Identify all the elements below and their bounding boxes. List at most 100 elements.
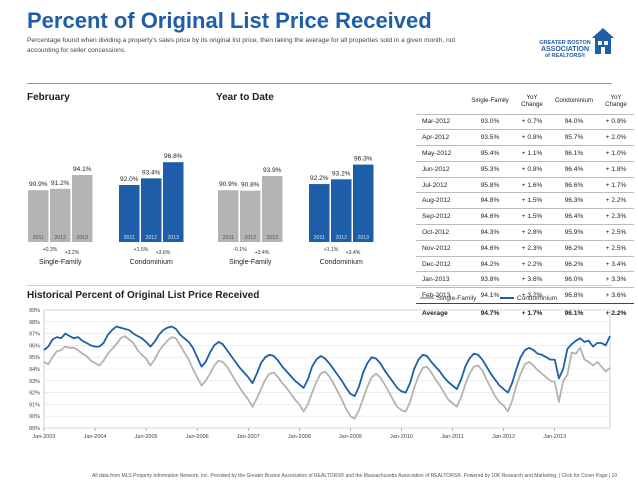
group-label-condominium: Condominium — [130, 259, 173, 266]
bar-condominium-2013 — [353, 164, 374, 242]
table-cell: 96.3% — [550, 192, 598, 209]
row-month: Feb-2013 — [416, 287, 466, 304]
historical-chart-title: Historical Percent of Original List Pric… — [27, 290, 260, 301]
table-row: Aug-2012 94.8% + 1.5% 96.3% + 2.2% — [416, 192, 634, 209]
table-cell: + 1.1% — [514, 145, 550, 162]
ytd-bar-chart: 90.9% 2011 90.8% 2012 93.9% 2013 -0.1% +3.4% Sin… — [218, 156, 374, 266]
yoy-change-label: +3.4% — [346, 250, 361, 256]
table-cell: 96.2% — [550, 239, 598, 257]
table-cell: + 3.6% — [598, 287, 634, 304]
february-title: February — [27, 92, 70, 103]
ytd-title: Year to Date — [216, 92, 274, 103]
table-cell: 94.6% — [466, 208, 514, 225]
row-month: May-2012 — [416, 145, 466, 162]
table-cell: 94.3% — [466, 224, 514, 241]
bar-year-label: 2011 — [223, 235, 234, 241]
row-month: Sep-2012 — [416, 208, 466, 225]
x-tick-label: Jan-2008 — [288, 434, 311, 440]
x-tick-label: Jan-2006 — [186, 434, 209, 440]
group-label-single-family: Single-Family — [229, 259, 272, 266]
table-cell: 96.8% — [550, 287, 598, 304]
table-cell: + 1.0% — [598, 145, 634, 162]
table-cell: + 2.3% — [514, 239, 550, 257]
row-month: Jan-2013 — [416, 271, 466, 288]
table-cell: 94.8% — [466, 192, 514, 209]
table-cell: + 3.2% — [514, 287, 550, 304]
y-tick-label: 99% — [29, 308, 40, 314]
association-logo[interactable]: GREATER BOSTON ASSOCIATION of REALTORS® — [535, 26, 615, 70]
bar-year-label: 2012 — [244, 235, 256, 241]
table-cell: + 2.5% — [598, 239, 634, 257]
bar-single-family-2013 — [262, 175, 283, 242]
table-cell: + 0.8% — [514, 129, 550, 146]
bar-value-label: 90.9% — [29, 181, 48, 188]
bar-year-label: 2012 — [335, 235, 347, 241]
x-tick-label: Jan-2004 — [84, 434, 107, 440]
bar-condominium-2013 — [163, 162, 184, 242]
col-month — [416, 88, 466, 114]
page-title: Percent of Original List Price Received — [27, 8, 432, 33]
bar-year-label: 2013 — [357, 235, 369, 241]
table-row: Sep-2012 94.6% + 1.5% 96.4% + 2.3% — [416, 208, 634, 225]
bar-value-label: 93.9% — [263, 167, 282, 174]
legend-label: Single-Family — [437, 295, 477, 302]
table-cell: 95.4% — [466, 145, 514, 162]
table-cell: 96.1% — [550, 145, 598, 162]
x-tick-label: Jan-2005 — [135, 434, 158, 440]
table-cell: + 0.8% — [514, 160, 550, 178]
group-label-condominium: Condominium — [320, 259, 363, 266]
table-cell: 94.1% — [466, 287, 514, 304]
table-cell: + 1.5% — [514, 192, 550, 209]
bar-year-label: 2013 — [167, 235, 179, 241]
series-line-single-family — [43, 335, 611, 420]
bar-single-family-2011 — [28, 190, 49, 242]
page-subtitle: Percentage found when dividing a propert… — [27, 37, 456, 54]
series-line-condominium — [43, 325, 611, 397]
y-tick-label: 94% — [29, 367, 40, 373]
table-row: May-2012 95.4% + 1.1% 96.1% + 1.0% — [416, 145, 634, 162]
row-month: Jul-2012 — [416, 176, 466, 193]
y-tick-label: 96% — [29, 343, 40, 349]
bar-year-label: 2011 — [124, 235, 135, 241]
section-divider — [27, 285, 612, 286]
house-icon — [592, 28, 614, 54]
table-cell: + 2.5% — [598, 224, 634, 241]
col-condominium: Condominium — [554, 97, 594, 105]
x-tick-label: Jan-2011 — [441, 434, 464, 440]
table-cell: 96.4% — [550, 208, 598, 225]
yoy-change-label: +1.5% — [134, 247, 149, 253]
table-cell: 96.6% — [550, 176, 598, 193]
col-sf-yoy: YoY Change — [521, 93, 543, 108]
table-cell: + 1.6% — [514, 176, 550, 193]
bar-value-label: 91.2% — [51, 180, 70, 187]
bar-single-family-2012 — [50, 188, 71, 242]
historical-line-chart: 89% 90% 91% 92% 93% 94% 95% 96% 97% 98% 99% Jan-200… — [29, 295, 611, 440]
table-row: Jul-2012 95.8% + 1.6% 96.6% + 1.7% — [416, 176, 634, 193]
table-cell: 95.3% — [466, 160, 514, 178]
yoy-change-label: -0.1% — [233, 247, 247, 253]
yoy-change-label: +0.3% — [43, 247, 58, 253]
row-month: Oct-2012 — [416, 224, 466, 241]
row-month: Jun-2012 — [416, 160, 466, 178]
monthly-stats-table: Single-Family YoY Change Condominium YoY… — [416, 88, 634, 324]
table-cell: 96.1% — [550, 303, 598, 324]
legend-label: Condominium — [517, 295, 557, 302]
bar-single-family-2011 — [218, 190, 239, 242]
table-cell: 94.2% — [466, 255, 514, 272]
logo-line-2: ASSOCIATION — [540, 45, 590, 53]
bar-year-label: 2012 — [145, 235, 157, 241]
bar-condominium-2012 — [141, 178, 162, 242]
header-divider — [27, 83, 612, 84]
table-cell: 93.0% — [466, 113, 514, 130]
row-month: Average — [416, 303, 466, 324]
bar-value-label: 96.8% — [164, 153, 183, 160]
row-month: Apr-2012 — [416, 129, 466, 146]
table-row: Apr-2012 93.5% + 0.8% 95.7% + 2.0% — [416, 129, 634, 146]
y-tick-label: 91% — [29, 402, 40, 408]
x-tick-label: Jan-2010 — [390, 434, 413, 440]
table-cell: + 3.4% — [598, 255, 634, 272]
y-tick-label: 95% — [29, 355, 40, 361]
bar-year-label: 2011 — [33, 235, 44, 241]
logo-line-3: of REALTORS® — [544, 53, 586, 59]
table-cell: 94.7% — [466, 303, 514, 324]
